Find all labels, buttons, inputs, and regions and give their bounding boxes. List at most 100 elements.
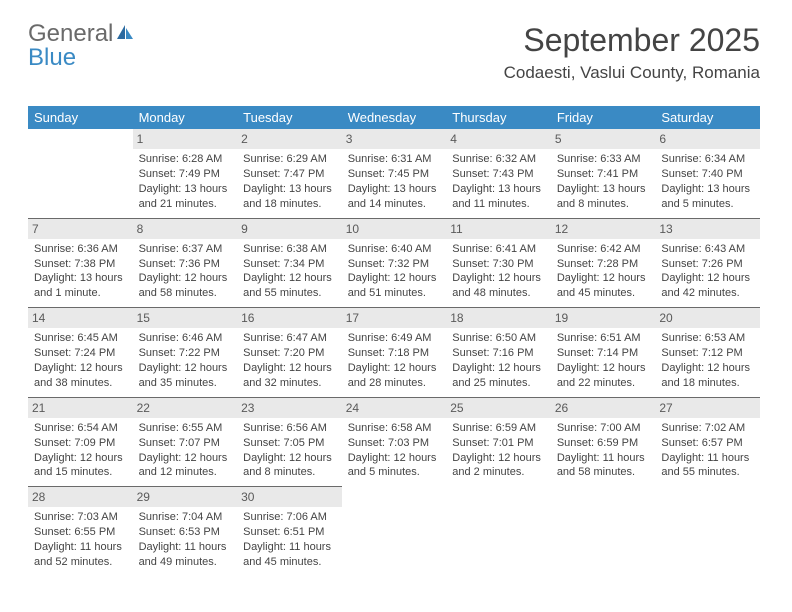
sunset-text: Sunset: 7:24 PM bbox=[34, 346, 127, 361]
sunset-text: Sunset: 7:09 PM bbox=[34, 436, 127, 451]
calendar-cell: 28Sunrise: 7:03 AMSunset: 6:55 PMDayligh… bbox=[28, 487, 133, 576]
day-number: 4 bbox=[446, 129, 551, 149]
daylight-text: Daylight: 13 hours bbox=[557, 182, 650, 197]
day-number: 6 bbox=[655, 129, 760, 149]
calendar-cell: 8 Sunrise: 6:37 AMSunset: 7:36 PMDaylight… bbox=[133, 218, 238, 308]
sunset-text: Sunset: 7:47 PM bbox=[243, 167, 336, 182]
sunrise-text: Sunrise: 6:31 AM bbox=[348, 152, 441, 167]
sunrise-text: Sunrise: 6:56 AM bbox=[243, 421, 336, 436]
daylight-text: and 8 minutes. bbox=[243, 465, 336, 480]
daylight-text: Daylight: 12 hours bbox=[557, 271, 650, 286]
sunrise-text: Sunrise: 6:37 AM bbox=[139, 242, 232, 257]
day-number: 20 bbox=[655, 308, 760, 328]
daylight-text: Daylight: 11 hours bbox=[139, 540, 232, 555]
daylight-text: Daylight: 12 hours bbox=[243, 271, 336, 286]
sunrise-text: Sunrise: 6:28 AM bbox=[139, 152, 232, 167]
daylight-text: Daylight: 11 hours bbox=[243, 540, 336, 555]
daylight-text: Daylight: 12 hours bbox=[139, 271, 232, 286]
sunset-text: Sunset: 7:40 PM bbox=[661, 167, 754, 182]
day-number: 7 bbox=[28, 219, 133, 239]
day-number: 23 bbox=[237, 398, 342, 418]
logo-word2: Blue bbox=[28, 44, 76, 71]
sunrise-text: Sunrise: 6:42 AM bbox=[557, 242, 650, 257]
calendar-cell: 27Sunrise: 7:02 AMSunset: 6:57 PMDayligh… bbox=[655, 397, 760, 487]
calendar-cell: 26Sunrise: 7:00 AMSunset: 6:59 PMDayligh… bbox=[551, 397, 656, 487]
calendar-cell: 11Sunrise: 6:41 AMSunset: 7:30 PMDayligh… bbox=[446, 218, 551, 308]
daylight-text: Daylight: 12 hours bbox=[348, 271, 441, 286]
day-number: 17 bbox=[342, 308, 447, 328]
sunset-text: Sunset: 7:05 PM bbox=[243, 436, 336, 451]
sunrise-text: Sunrise: 6:29 AM bbox=[243, 152, 336, 167]
daylight-text: and 52 minutes. bbox=[34, 555, 127, 570]
day-header: Wednesday bbox=[342, 106, 447, 129]
daylight-text: Daylight: 12 hours bbox=[557, 361, 650, 376]
sunrise-text: Sunrise: 6:38 AM bbox=[243, 242, 336, 257]
daylight-text: Daylight: 11 hours bbox=[557, 451, 650, 466]
day-header-row: Sunday Monday Tuesday Wednesday Thursday… bbox=[28, 106, 760, 129]
sunset-text: Sunset: 7:36 PM bbox=[139, 257, 232, 272]
sunrise-text: Sunrise: 6:51 AM bbox=[557, 331, 650, 346]
day-number: 25 bbox=[446, 398, 551, 418]
sunrise-text: Sunrise: 6:32 AM bbox=[452, 152, 545, 167]
sunset-text: Sunset: 6:51 PM bbox=[243, 525, 336, 540]
calendar-cell: 9Sunrise: 6:38 AMSunset: 7:34 PMDaylight… bbox=[237, 218, 342, 308]
day-header: Monday bbox=[133, 106, 238, 129]
daylight-text: Daylight: 12 hours bbox=[452, 361, 545, 376]
day-number: 12 bbox=[551, 219, 656, 239]
day-number: 30 bbox=[237, 487, 342, 507]
daylight-text: and 5 minutes. bbox=[661, 197, 754, 212]
calendar-cell bbox=[551, 487, 656, 576]
sunrise-text: Sunrise: 6:59 AM bbox=[452, 421, 545, 436]
location-subtitle: Codaesti, Vaslui County, Romania bbox=[504, 63, 760, 83]
day-number: 8 bbox=[133, 219, 238, 239]
calendar-cell: 5Sunrise: 6:33 AMSunset: 7:41 PMDaylight… bbox=[551, 129, 656, 218]
daylight-text: and 1 minute. bbox=[34, 286, 127, 301]
sunset-text: Sunset: 7:41 PM bbox=[557, 167, 650, 182]
calendar-cell: 6Sunrise: 6:34 AMSunset: 7:40 PMDaylight… bbox=[655, 129, 760, 218]
day-number: 13 bbox=[655, 219, 760, 239]
calendar-cell: 25Sunrise: 6:59 AMSunset: 7:01 PMDayligh… bbox=[446, 397, 551, 487]
day-number: 19 bbox=[551, 308, 656, 328]
daylight-text: and 8 minutes. bbox=[557, 197, 650, 212]
daylight-text: Daylight: 13 hours bbox=[34, 271, 127, 286]
sunrise-text: Sunrise: 6:41 AM bbox=[452, 242, 545, 257]
day-header: Thursday bbox=[446, 106, 551, 129]
day-number: 11 bbox=[446, 219, 551, 239]
calendar-cell: 7Sunrise: 6:36 AMSunset: 7:38 PMDaylight… bbox=[28, 218, 133, 308]
sunrise-text: Sunrise: 6:34 AM bbox=[661, 152, 754, 167]
calendar-cell: 4Sunrise: 6:32 AMSunset: 7:43 PMDaylight… bbox=[446, 129, 551, 218]
daylight-text: Daylight: 12 hours bbox=[34, 451, 127, 466]
daylight-text: Daylight: 13 hours bbox=[243, 182, 336, 197]
daylight-text: and 58 minutes. bbox=[557, 465, 650, 480]
daylight-text: and 48 minutes. bbox=[452, 286, 545, 301]
daylight-text: and 45 minutes. bbox=[557, 286, 650, 301]
daylight-text: and 12 minutes. bbox=[139, 465, 232, 480]
sunset-text: Sunset: 6:53 PM bbox=[139, 525, 232, 540]
daylight-text: and 49 minutes. bbox=[139, 555, 232, 570]
daylight-text: and 42 minutes. bbox=[661, 286, 754, 301]
day-number: 14 bbox=[28, 308, 133, 328]
daylight-text: and 38 minutes. bbox=[34, 376, 127, 391]
sunrise-text: Sunrise: 7:06 AM bbox=[243, 510, 336, 525]
sunrise-text: Sunrise: 6:49 AM bbox=[348, 331, 441, 346]
daylight-text: Daylight: 13 hours bbox=[139, 182, 232, 197]
day-number: 21 bbox=[28, 398, 133, 418]
daylight-text: Daylight: 12 hours bbox=[243, 361, 336, 376]
calendar-cell: 17Sunrise: 6:49 AMSunset: 7:18 PMDayligh… bbox=[342, 308, 447, 398]
sunrise-text: Sunrise: 7:02 AM bbox=[661, 421, 754, 436]
month-year-title: September 2025 bbox=[504, 22, 760, 59]
sunset-text: Sunset: 7:32 PM bbox=[348, 257, 441, 272]
daylight-text: Daylight: 12 hours bbox=[348, 451, 441, 466]
calendar-cell: 29Sunrise: 7:04 AMSunset: 6:53 PMDayligh… bbox=[133, 487, 238, 576]
calendar-cell: 24Sunrise: 6:58 AMSunset: 7:03 PMDayligh… bbox=[342, 397, 447, 487]
sunrise-text: Sunrise: 6:55 AM bbox=[139, 421, 232, 436]
sunset-text: Sunset: 7:01 PM bbox=[452, 436, 545, 451]
day-number: 10 bbox=[342, 219, 447, 239]
daylight-text: and 58 minutes. bbox=[139, 286, 232, 301]
daylight-text: and 2 minutes. bbox=[452, 465, 545, 480]
day-header: Saturday bbox=[655, 106, 760, 129]
calendar-week-row: 1Sunrise: 6:28 AMSunset: 7:49 PMDaylight… bbox=[28, 129, 760, 218]
day-number: 5 bbox=[551, 129, 656, 149]
day-number: 16 bbox=[237, 308, 342, 328]
daylight-text: and 55 minutes. bbox=[243, 286, 336, 301]
